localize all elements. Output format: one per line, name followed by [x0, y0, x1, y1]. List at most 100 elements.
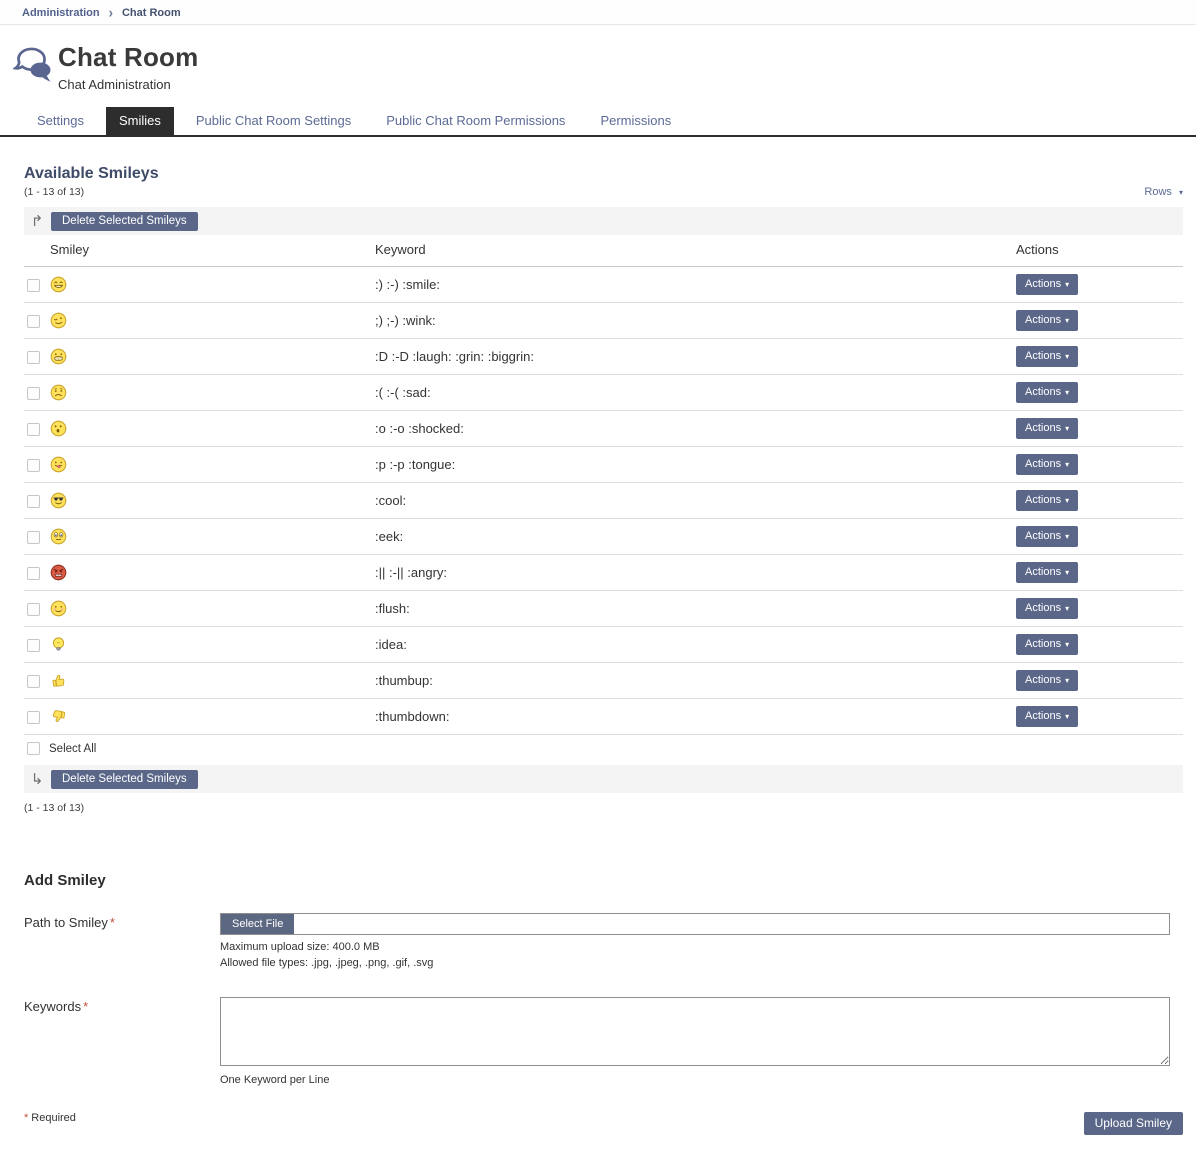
row-checkbox[interactable]: [27, 459, 40, 473]
table-row: :|| :-|| :angry: Actions ▾: [24, 554, 1183, 591]
row-actions-button[interactable]: Actions ▾: [1016, 706, 1079, 727]
row-actions-button[interactable]: Actions ▾: [1016, 274, 1079, 295]
file-input: Select File: [220, 913, 1170, 935]
breadcrumb: Administration › Chat Room: [22, 4, 1196, 21]
column-header-keyword[interactable]: Keyword: [375, 235, 1016, 267]
sad-smiley-icon: [50, 384, 67, 401]
row-actions-button[interactable]: Actions ▾: [1016, 634, 1079, 655]
thumbdown-smiley-icon: [50, 708, 67, 725]
angry-smiley-icon: [50, 564, 67, 581]
keyword-cell: :D :-D :laugh: :grin: :biggrin:: [375, 338, 1016, 375]
row-actions-button[interactable]: Actions ▾: [1016, 562, 1079, 583]
row-checkbox[interactable]: [27, 567, 40, 581]
row-actions-button[interactable]: Actions ▾: [1016, 382, 1079, 403]
row-actions-button[interactable]: Actions ▾: [1016, 526, 1079, 547]
row-checkbox[interactable]: [27, 531, 40, 545]
table-header-row: Smiley Keyword Actions: [24, 235, 1183, 267]
table-row: ;) ;-) :wink: Actions ▾: [24, 302, 1183, 339]
tab-bar: Settings Smilies Public Chat Room Settings…: [0, 107, 1196, 137]
caret-down-icon: ▾: [1065, 460, 1070, 469]
caret-down-icon: ▾: [1178, 188, 1183, 197]
tab-smilies[interactable]: Smilies: [105, 107, 174, 135]
smileys-table: Smiley Keyword Actions :) :-) :smile: Act…: [24, 235, 1183, 735]
row-actions-button[interactable]: Actions ▾: [1016, 598, 1079, 619]
checkbox-column-header: [24, 235, 50, 267]
tab-public-chat-room-settings[interactable]: Public Chat Room Settings: [195, 113, 352, 128]
tongue-smiley-icon: [50, 456, 67, 473]
column-header-actions: Actions: [1016, 235, 1183, 267]
caret-down-icon: ▾: [1065, 424, 1070, 433]
row-checkbox[interactable]: [27, 423, 40, 437]
select-file-button[interactable]: Select File: [221, 914, 295, 934]
tab-public-chat-room-permissions[interactable]: Public Chat Room Permissions: [386, 113, 566, 128]
wink-smiley-icon: [50, 312, 67, 329]
tab-permissions[interactable]: Permissions: [600, 113, 672, 128]
breadcrumb-bar: Administration › Chat Room: [0, 0, 1196, 25]
row-checkbox[interactable]: [27, 315, 40, 329]
table-row: :D :-D :laugh: :grin: :biggrin: Actions ▾: [24, 338, 1183, 375]
table-row: :o :-o :shocked: Actions ▾: [24, 410, 1183, 447]
row-checkbox[interactable]: [27, 675, 40, 689]
row-actions-button[interactable]: Actions ▾: [1016, 454, 1079, 475]
apply-to-selected-down-icon: ↳: [30, 770, 44, 788]
row-checkbox[interactable]: [27, 279, 40, 293]
row-actions-button[interactable]: Actions ▾: [1016, 310, 1079, 331]
upload-smiley-button[interactable]: Upload Smiley: [1083, 1112, 1183, 1135]
table-row: :idea: Actions ▾: [24, 626, 1183, 663]
table-row: :thumbdown: Actions ▾: [24, 698, 1183, 735]
required-asterisk: *: [24, 1112, 29, 1124]
result-count-top: (1 - 13 of 13): [24, 186, 85, 198]
keyword-cell: :p :-p :tongue:: [375, 446, 1016, 483]
row-checkbox[interactable]: [27, 639, 40, 653]
row-checkbox[interactable]: [27, 603, 40, 617]
file-path-field[interactable]: [294, 914, 1169, 934]
select-all-checkbox[interactable]: [27, 742, 40, 755]
add-smiley-section: Add Smiley Path to Smiley * Select File M…: [24, 872, 1183, 1135]
keyword-cell: :) :-) :smile:: [375, 266, 1016, 303]
row-actions-button[interactable]: Actions ▾: [1016, 670, 1079, 691]
row-checkbox[interactable]: [27, 711, 40, 725]
page-subtitle: Chat Administration: [58, 77, 171, 92]
caret-down-icon: ▾: [1065, 712, 1070, 721]
row-checkbox[interactable]: [27, 351, 40, 365]
select-all-label: Select All: [49, 742, 97, 755]
keywords-note: One Keyword per Line: [220, 1074, 330, 1086]
apply-to-selected-up-icon: ↱: [30, 212, 44, 230]
delete-selected-smileys-button-bottom[interactable]: Delete Selected Smileys: [51, 769, 198, 789]
caret-down-icon: ▾: [1065, 568, 1070, 577]
row-actions-button[interactable]: Actions ▾: [1016, 346, 1079, 367]
keyword-cell: :flush:: [375, 590, 1016, 627]
caret-down-icon: ▾: [1065, 532, 1070, 541]
keyword-cell: :o :-o :shocked:: [375, 410, 1016, 447]
toolbar-bottom: ↳ Delete Selected Smileys: [24, 765, 1183, 793]
row-checkbox[interactable]: [27, 387, 40, 401]
keywords-textarea[interactable]: [220, 997, 1170, 1066]
main-content: Available Smileys (1 - 13 of 13) Rows ▾ …: [0, 165, 1196, 1165]
row-checkbox[interactable]: [27, 495, 40, 509]
keyword-cell: :thumbup:: [375, 662, 1016, 699]
toolbar-top: ↱ Delete Selected Smileys: [24, 207, 1183, 235]
caret-down-icon: ▾: [1065, 496, 1070, 505]
tab-settings[interactable]: Settings: [37, 113, 84, 128]
row-actions-button[interactable]: Actions ▾: [1016, 490, 1079, 511]
keyword-cell: :eek:: [375, 518, 1016, 555]
section-title-available-smileys: Available Smileys: [24, 165, 159, 182]
idea-smiley-icon: [50, 636, 67, 653]
keywords-label: Keywords *: [24, 999, 89, 1014]
page-header: Chat Room Chat Administration: [0, 25, 1196, 92]
delete-selected-smileys-button-top[interactable]: Delete Selected Smileys: [51, 211, 198, 231]
breadcrumb-item-administration[interactable]: Administration: [22, 6, 100, 19]
laugh-smiley-icon: [50, 348, 67, 365]
chat-bubbles-icon: [11, 45, 58, 90]
breadcrumb-item-chat-room: Chat Room: [121, 6, 181, 19]
column-header-smiley: Smiley: [50, 235, 375, 267]
required-asterisk: *: [109, 915, 115, 930]
row-actions-button[interactable]: Actions ▾: [1016, 418, 1079, 439]
max-upload-hint: Maximum upload size: 400.0 MB: [220, 941, 380, 953]
caret-down-icon: ▾: [1065, 352, 1070, 361]
page-title: Chat Room: [58, 42, 199, 72]
caret-down-icon: ▾: [1065, 280, 1070, 289]
rows-dropdown[interactable]: Rows ▾: [1144, 186, 1183, 198]
caret-down-icon: ▾: [1065, 388, 1070, 397]
eek-smiley-icon: [50, 528, 67, 545]
